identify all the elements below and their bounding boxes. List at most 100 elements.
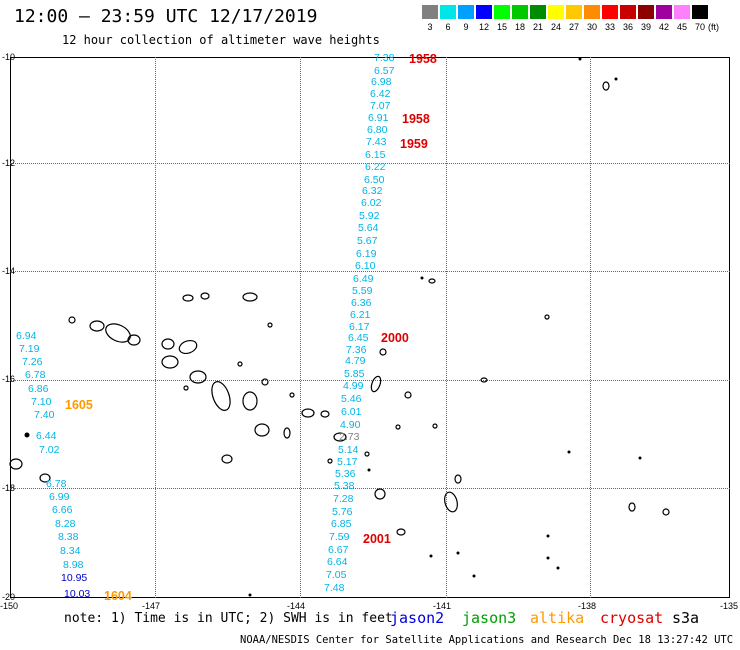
wave-height-value: 7.38 (374, 52, 395, 64)
wave-height-value: 5.92 (359, 210, 380, 222)
wave-height-value: 6.01 (341, 406, 362, 418)
wave-height-value: 5.14 (338, 444, 359, 456)
wave-height-value: 6.64 (327, 556, 348, 568)
legend-label: 24 (550, 22, 561, 32)
legend-swatch (674, 5, 690, 19)
latitude-label: -16 (2, 374, 16, 384)
satellite-cryosat-label: cryosat (600, 609, 664, 627)
wave-height-value: 6.85 (331, 518, 352, 530)
wave-height-value: 7.59 (329, 531, 350, 543)
legend-label: 27 (568, 22, 579, 32)
legend-swatch (458, 5, 474, 19)
wave-height-value: 5.64 (358, 222, 379, 234)
wave-height-value: 6.22 (365, 161, 386, 173)
wave-height-value: 8.98 (63, 559, 84, 571)
legend-swatch (530, 5, 546, 19)
longitude-label: -138 (578, 601, 597, 611)
latitude-label: -18 (2, 483, 16, 493)
legend-label: 42 (658, 22, 669, 32)
grid-line (10, 163, 730, 164)
legend-swatch (620, 5, 636, 19)
legend-label: 12 (478, 22, 489, 32)
legend-label: 3 (427, 22, 433, 32)
legend-swatch (512, 5, 528, 19)
satellite-jason2-label: jason2 (390, 609, 445, 627)
legend-label: 39 (640, 22, 651, 32)
wave-height-value: 6.94 (16, 330, 37, 342)
legend-swatch (476, 5, 492, 19)
wave-height-value: 6.32 (362, 185, 383, 197)
legend-swatch (602, 5, 618, 19)
grid-line (300, 57, 301, 598)
longitude-label: -135 (720, 601, 739, 611)
footer-note: note: 1) Time is in UTC; 2) SWH is in fe… (64, 611, 393, 626)
wave-height-value: 10.95 (61, 572, 88, 584)
grid-line (590, 57, 591, 598)
wave-height-value: 6.50 (364, 174, 385, 186)
legend-swatch (548, 5, 564, 19)
legend-swatch (494, 5, 510, 19)
wave-height-value: 5.38 (334, 480, 355, 492)
grid-line (446, 57, 447, 598)
grid-line (10, 380, 730, 381)
pass-time-label: 1958 (402, 112, 430, 126)
latitude-label: -14 (2, 266, 16, 276)
wave-height-value: 5.76 (332, 506, 353, 518)
pass-time-label: 1604 (104, 589, 132, 603)
legend-swatch (656, 5, 672, 19)
latitude-label: -10 (2, 52, 16, 62)
wave-height-value: 4.90 (340, 419, 361, 431)
legend-swatch (584, 5, 600, 19)
wave-height-value: 5.67 (357, 235, 378, 247)
legend-label: 15 (496, 22, 507, 32)
wave-height-value: 5.85 (344, 368, 365, 380)
legend-unit: (ft) (708, 22, 719, 32)
wave-height-value: 6.02 (361, 197, 382, 209)
wave-height-value: 8.34 (60, 545, 81, 557)
longitude-label: -150 (0, 601, 19, 611)
wave-height-value: 6.67 (328, 544, 349, 556)
legend-label: 70 (694, 22, 705, 32)
wave-height-value: 7.02 (39, 444, 60, 456)
legend-swatch (422, 5, 438, 19)
grid-line (10, 488, 730, 489)
wave-height-value: 6.45 (348, 332, 369, 344)
legend-swatch (566, 5, 582, 19)
map-frame (10, 57, 730, 598)
wave-height-value: 6.78 (25, 369, 46, 381)
wave-height-value: 6.17 (349, 321, 370, 333)
legend-label: 6 (445, 22, 451, 32)
pass-time-label: 2000 (381, 331, 409, 345)
wave-height-value: 7.26 (22, 356, 43, 368)
longitude-label: -147 (142, 601, 161, 611)
wave-height-value: 6.78 (46, 478, 67, 490)
pass-time-label: 2001 (363, 532, 391, 546)
map-title: 12:00 – 23:59 UTC 12/17/2019 (14, 6, 318, 27)
wave-height-value: 6.91 (368, 112, 389, 124)
pass-time-label: 1959 (400, 137, 428, 151)
wave-height-value: 5.59 (352, 285, 373, 297)
wave-height-value: 6.42 (370, 88, 391, 100)
wave-height-value: 5.17 (337, 456, 358, 468)
wave-height-value: 6.44 (36, 430, 57, 442)
legend-label: 21 (532, 22, 543, 32)
wave-height-value: 7.43 (366, 136, 387, 148)
wave-height-value: 6.66 (52, 504, 73, 516)
satellite-jason3-label: jason3 (462, 609, 517, 627)
wave-height-value: 7.05 (326, 569, 347, 581)
wave-height-value: 6.49 (353, 273, 374, 285)
wave-height-value: 6.19 (356, 248, 377, 260)
wave-height-value: 2.73 (339, 431, 360, 443)
legend-label: 33 (604, 22, 615, 32)
wave-height-value: 7.40 (34, 409, 55, 421)
wave-height-value: 10.03 (64, 588, 91, 600)
wave-height-value: 6.21 (350, 309, 371, 321)
wave-height-value: 8.28 (55, 518, 76, 530)
wave-height-value: 7.10 (31, 396, 52, 408)
longitude-label: -141 (433, 601, 452, 611)
grid-line (10, 271, 730, 272)
wave-height-value: 5.36 (335, 468, 356, 480)
legend-label: 36 (622, 22, 633, 32)
legend-label: 45 (676, 22, 687, 32)
wave-height-value: 6.98 (371, 76, 392, 88)
